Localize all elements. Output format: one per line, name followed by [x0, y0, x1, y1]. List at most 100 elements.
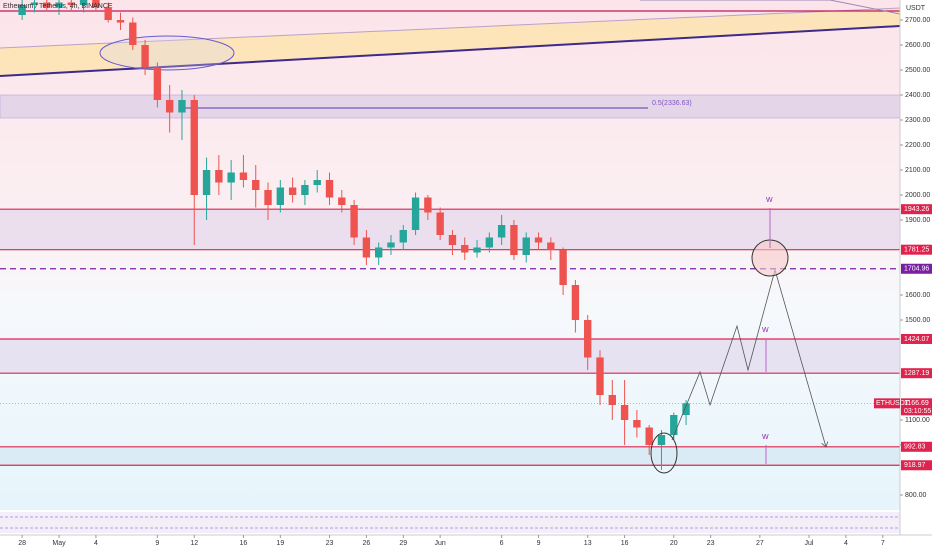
candle-body — [276, 187, 285, 205]
candle-body — [43, 2, 51, 8]
ellipse — [99, 35, 235, 71]
x-tick-label: 16 — [621, 540, 629, 547]
bottom-circle — [650, 432, 678, 474]
candle-body — [227, 172, 235, 183]
candle-body — [670, 415, 678, 435]
candle-body — [411, 197, 420, 230]
level-box — [901, 204, 932, 215]
w-label: W — [762, 327, 769, 334]
level-box — [901, 244, 932, 255]
candle-body — [571, 285, 580, 320]
candle-body — [399, 230, 407, 243]
candle-body — [448, 235, 457, 245]
plot-bg — [0, 0, 900, 510]
channel — [0, 8, 900, 76]
fib-zone — [0, 94, 900, 119]
level-box — [901, 398, 932, 416]
level-label: 1166.69 — [904, 400, 929, 407]
candle-body — [55, 2, 63, 8]
candle-body — [559, 250, 567, 285]
y-tick-label: 2100.00 — [905, 167, 930, 174]
candle-body — [682, 403, 690, 415]
annotation: 0.5(2336.63) — [652, 100, 692, 107]
zone — [0, 446, 900, 466]
y-tick-label: 2300.00 — [905, 117, 930, 124]
y-tick-label: 1900.00 — [905, 217, 930, 224]
level-box — [901, 333, 932, 344]
candle-body — [510, 225, 518, 255]
y-tick-label: 2200.00 — [905, 142, 930, 149]
y-tick-label: 2400.00 — [905, 92, 930, 99]
candle-body — [338, 197, 346, 205]
rsi-pane — [0, 512, 900, 533]
y-tick-label: 2500.00 — [905, 67, 930, 74]
candle-body — [375, 247, 383, 258]
candle-body — [116, 20, 125, 23]
x-tick-label: 23 — [326, 540, 334, 547]
candle-body — [178, 100, 186, 113]
candle-body — [497, 225, 506, 238]
level-label: 1943.26 — [904, 206, 929, 213]
candle-body — [141, 45, 149, 68]
candle-body — [350, 205, 358, 238]
candle-body — [584, 320, 592, 358]
candle-body — [596, 357, 604, 395]
y-tick-label: 800.00 — [905, 492, 927, 499]
x-tick-label: 27 — [756, 540, 764, 547]
x-tick-label: 23 — [707, 540, 715, 547]
candle-body — [190, 100, 198, 195]
x-tick-label: 7 — [881, 540, 885, 547]
level-box — [901, 460, 932, 471]
candle-body — [92, 0, 100, 8]
candle-body — [165, 100, 174, 113]
candle-body — [485, 237, 494, 248]
x-tick-label: 9 — [155, 540, 159, 547]
x-tick-label: 28 — [18, 540, 26, 547]
candle-body — [104, 7, 112, 20]
level-box — [901, 263, 932, 274]
level-box — [901, 368, 932, 379]
candle-body — [215, 170, 223, 183]
candle-body — [387, 242, 395, 248]
x-tick-label: 4 — [94, 540, 98, 547]
candle-body — [313, 180, 321, 185]
plot-area: 0.5(2336.63) W W W — [0, 0, 900, 474]
level-label: 918.97 — [904, 462, 926, 469]
candle-body — [79, 0, 88, 5]
candle-body — [264, 190, 272, 205]
y-tick-label: 1100.00 — [905, 417, 930, 424]
candle-body — [424, 197, 432, 213]
x-tick-label: 16 — [240, 540, 248, 547]
channel-bottom — [0, 25, 900, 77]
candle-body — [252, 180, 260, 190]
w-label: W — [762, 434, 769, 441]
candle-body — [620, 405, 629, 420]
x-tick-label: 29 — [399, 540, 407, 547]
level-label: 1781.25 — [904, 247, 929, 254]
candle-body — [202, 170, 211, 195]
candle-body — [18, 5, 26, 15]
x-tick-label: 4 — [844, 540, 848, 547]
candle-body — [534, 237, 543, 243]
y-tick-label: 2700.00 — [905, 17, 930, 24]
y-tick-label: 2000.00 — [905, 192, 930, 199]
chart-title: Ethereum / Tetherus, 4h, BINANCE — [3, 3, 113, 10]
candle-body — [325, 180, 334, 198]
candle-body — [239, 172, 248, 180]
level-label: 1424.07 — [904, 336, 929, 343]
y-tick-label: 2600.00 — [905, 42, 930, 49]
x-tick-label: 12 — [190, 540, 198, 547]
candle-body — [547, 242, 555, 250]
candle-body — [362, 237, 371, 258]
x-tick-label: Jul — [805, 540, 814, 547]
candle-body — [67, 2, 75, 5]
x-tick-label: May — [52, 540, 66, 547]
level-label: 992.83 — [904, 444, 926, 451]
x-tick-label: Jun — [435, 540, 446, 547]
x-tick-label: 13 — [584, 540, 592, 547]
candle-body — [30, 2, 39, 5]
candle-body — [129, 22, 137, 45]
candle-body — [473, 247, 481, 253]
candle-body — [608, 395, 616, 405]
